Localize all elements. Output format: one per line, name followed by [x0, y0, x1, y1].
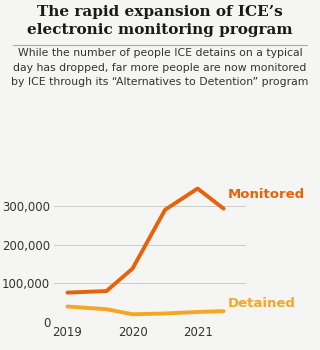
Text: Detained: Detained [228, 297, 296, 310]
Text: While the number of people ICE detains on a typical
day has dropped, far more pe: While the number of people ICE detains o… [11, 48, 309, 87]
Text: Monitored: Monitored [228, 188, 305, 201]
Text: electronic monitoring program: electronic monitoring program [27, 23, 293, 37]
Text: The rapid expansion of ICE’s: The rapid expansion of ICE’s [37, 5, 283, 19]
